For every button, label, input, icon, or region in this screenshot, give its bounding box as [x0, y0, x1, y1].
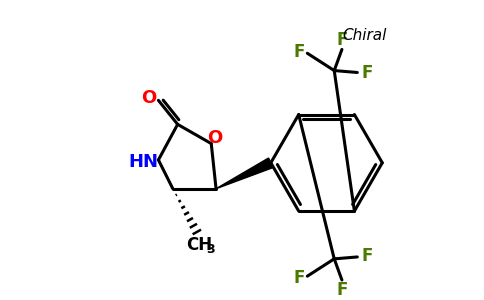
Text: F: F: [361, 64, 373, 82]
Text: CH: CH: [186, 236, 212, 254]
Text: F: F: [336, 280, 348, 298]
Polygon shape: [216, 158, 273, 189]
Text: 3: 3: [206, 243, 214, 256]
Text: Chiral: Chiral: [343, 28, 387, 43]
Text: O: O: [141, 89, 156, 107]
Text: O: O: [208, 129, 223, 147]
Text: HN: HN: [128, 153, 158, 171]
Text: F: F: [294, 269, 305, 287]
Text: F: F: [361, 247, 373, 265]
Text: F: F: [294, 43, 305, 61]
Text: F: F: [336, 31, 348, 49]
